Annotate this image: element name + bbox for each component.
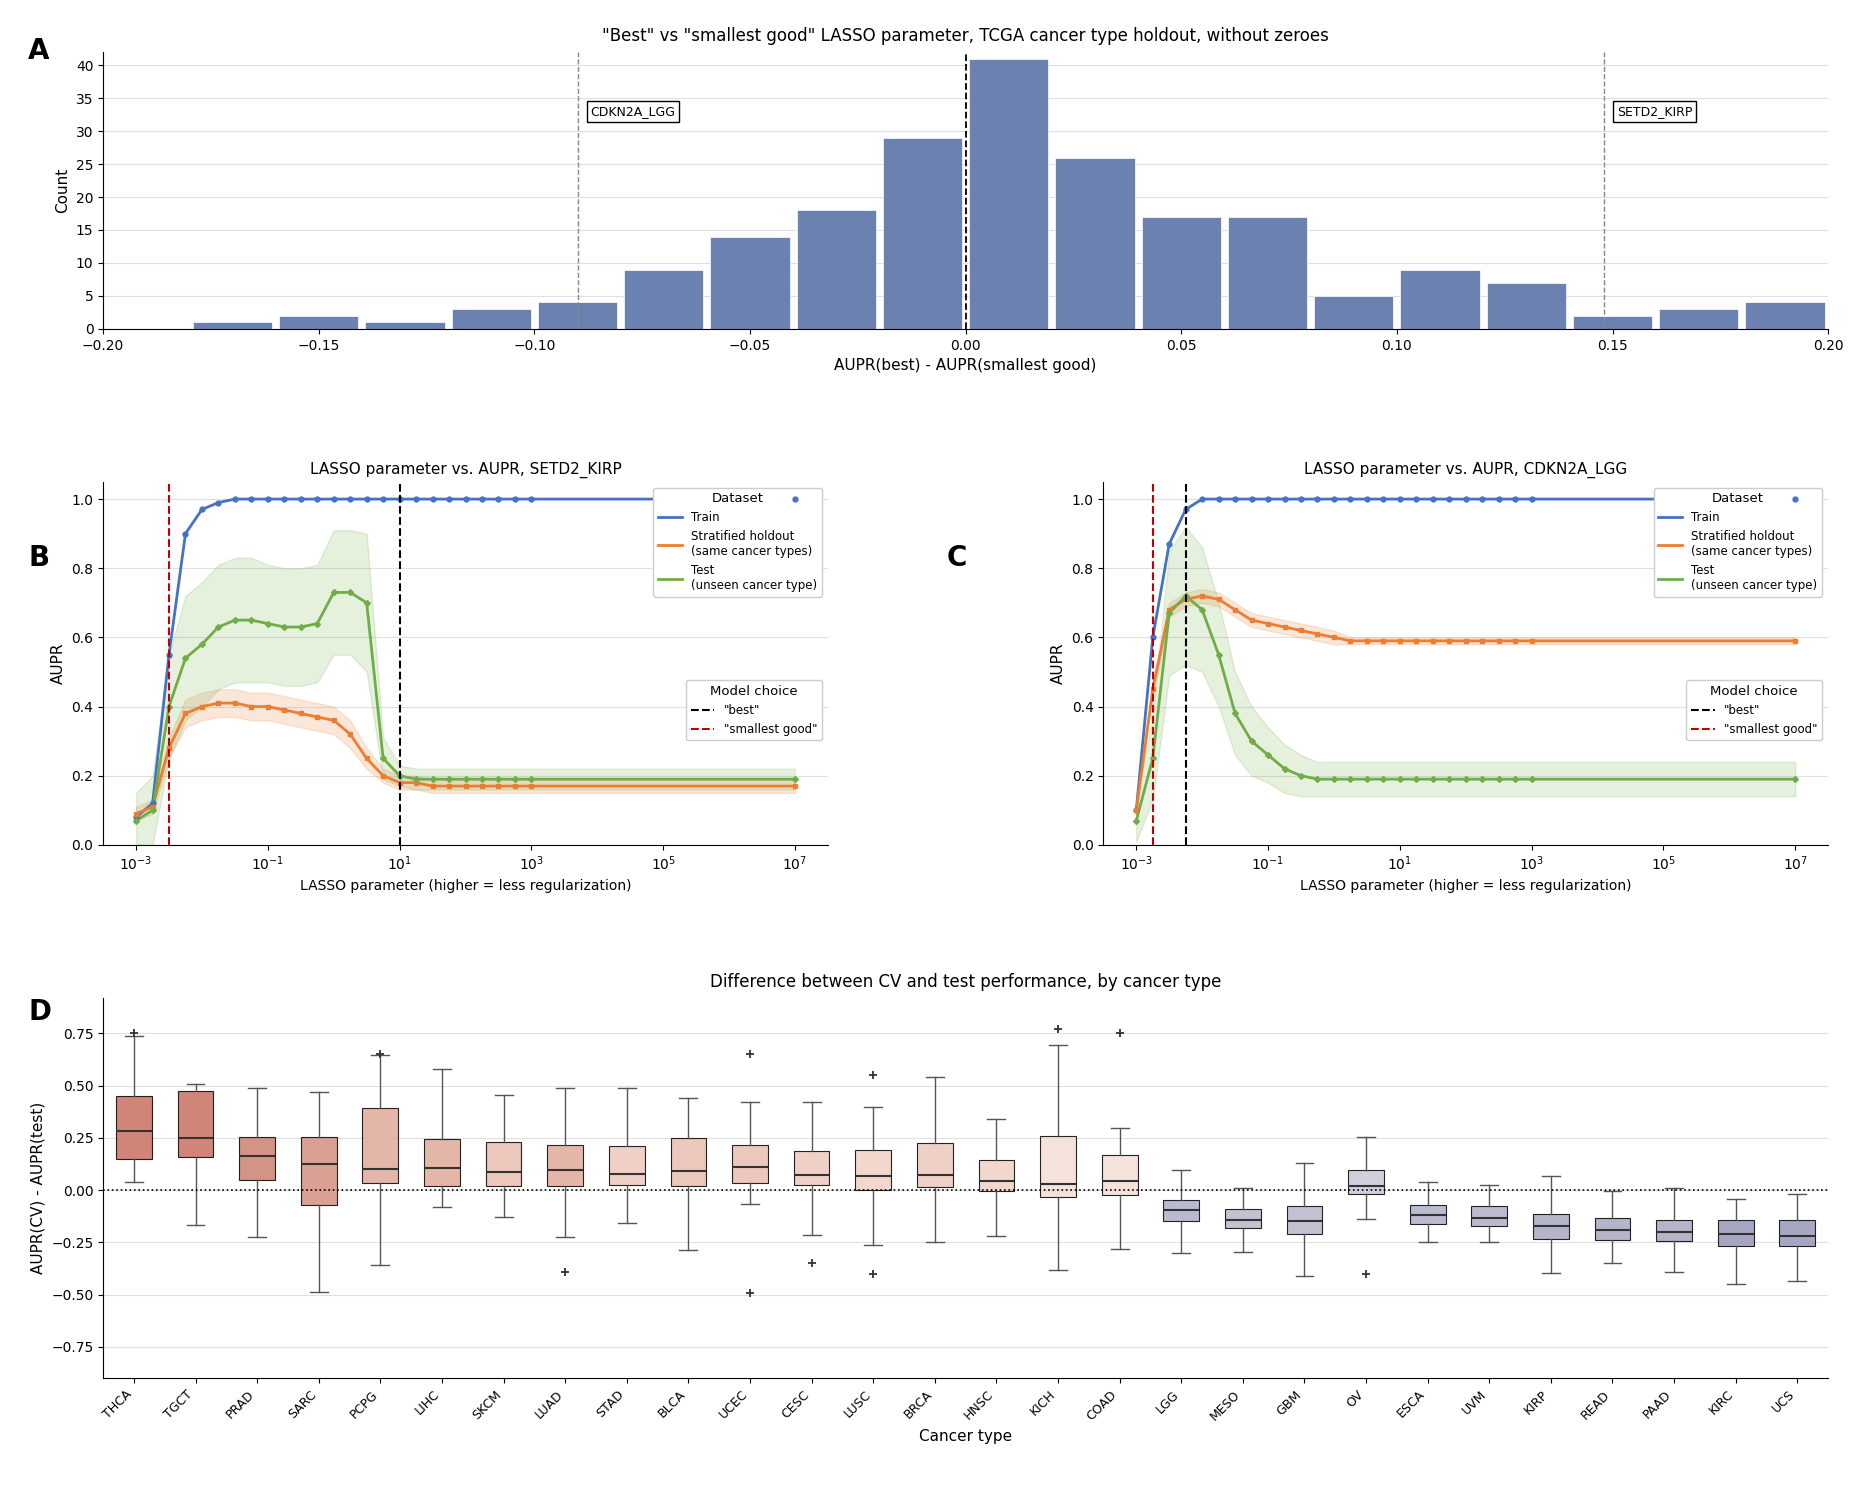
X-axis label: LASSO parameter (higher = less regularization): LASSO parameter (higher = less regulariz… bbox=[1299, 879, 1631, 893]
X-axis label: AUPR(best) - AUPR(smallest good): AUPR(best) - AUPR(smallest good) bbox=[834, 358, 1097, 372]
Y-axis label: AUPR: AUPR bbox=[1052, 642, 1067, 684]
Bar bbox=[452, 308, 531, 329]
Bar bbox=[538, 302, 617, 329]
Bar bbox=[624, 270, 703, 329]
PathPatch shape bbox=[362, 1109, 398, 1183]
PathPatch shape bbox=[1594, 1219, 1631, 1240]
Title: LASSO parameter vs. AUPR, SETD2_KIRP: LASSO parameter vs. AUPR, SETD2_KIRP bbox=[309, 462, 621, 478]
PathPatch shape bbox=[1348, 1170, 1384, 1193]
PathPatch shape bbox=[917, 1143, 952, 1188]
Bar bbox=[883, 137, 962, 329]
PathPatch shape bbox=[116, 1097, 152, 1159]
Y-axis label: Count: Count bbox=[54, 168, 69, 213]
Bar bbox=[1401, 270, 1479, 329]
Bar bbox=[279, 316, 358, 329]
PathPatch shape bbox=[1656, 1219, 1691, 1241]
PathPatch shape bbox=[1472, 1205, 1508, 1226]
X-axis label: Cancer type: Cancer type bbox=[919, 1429, 1013, 1444]
PathPatch shape bbox=[178, 1091, 214, 1158]
PathPatch shape bbox=[240, 1137, 276, 1180]
Bar bbox=[1056, 158, 1134, 329]
Bar bbox=[1142, 218, 1221, 329]
PathPatch shape bbox=[731, 1146, 769, 1183]
PathPatch shape bbox=[793, 1152, 829, 1185]
PathPatch shape bbox=[1718, 1220, 1753, 1246]
Text: CDKN2A_LGG: CDKN2A_LGG bbox=[591, 104, 675, 118]
Bar bbox=[711, 237, 789, 329]
PathPatch shape bbox=[548, 1144, 583, 1186]
Y-axis label: AUPR(CV) - AUPR(test): AUPR(CV) - AUPR(test) bbox=[30, 1103, 45, 1274]
PathPatch shape bbox=[300, 1137, 338, 1205]
PathPatch shape bbox=[979, 1161, 1014, 1191]
Legend: "best", "smallest good": "best", "smallest good" bbox=[1686, 679, 1822, 741]
Text: A: A bbox=[28, 37, 49, 66]
Text: C: C bbox=[947, 544, 968, 572]
PathPatch shape bbox=[855, 1150, 891, 1191]
Bar bbox=[1573, 316, 1652, 329]
Text: SETD2_KIRP: SETD2_KIRP bbox=[1616, 104, 1693, 118]
Bar bbox=[1746, 302, 1824, 329]
Bar bbox=[366, 322, 444, 329]
PathPatch shape bbox=[1779, 1220, 1815, 1246]
Bar bbox=[1228, 218, 1307, 329]
Y-axis label: AUPR: AUPR bbox=[51, 642, 66, 684]
PathPatch shape bbox=[1102, 1155, 1138, 1195]
Text: D: D bbox=[28, 998, 51, 1027]
X-axis label: LASSO parameter (higher = less regularization): LASSO parameter (higher = less regulariz… bbox=[300, 879, 632, 893]
PathPatch shape bbox=[1410, 1204, 1446, 1225]
PathPatch shape bbox=[1162, 1201, 1200, 1222]
Bar bbox=[193, 322, 272, 329]
Bar bbox=[969, 58, 1048, 329]
Bar bbox=[1659, 308, 1738, 329]
Bar bbox=[1487, 283, 1566, 329]
Bar bbox=[1314, 297, 1393, 329]
PathPatch shape bbox=[609, 1146, 645, 1185]
Title: LASSO parameter vs. AUPR, CDKN2A_LGG: LASSO parameter vs. AUPR, CDKN2A_LGG bbox=[1305, 462, 1628, 478]
PathPatch shape bbox=[1041, 1135, 1076, 1196]
PathPatch shape bbox=[486, 1141, 521, 1186]
Text: B: B bbox=[28, 544, 49, 572]
Title: Difference between CV and test performance, by cancer type: Difference between CV and test performan… bbox=[711, 973, 1221, 991]
PathPatch shape bbox=[1224, 1210, 1260, 1228]
PathPatch shape bbox=[1534, 1214, 1569, 1238]
Title: "Best" vs "smallest good" LASSO parameter, TCGA cancer type holdout, without zer: "Best" vs "smallest good" LASSO paramete… bbox=[602, 27, 1329, 45]
PathPatch shape bbox=[671, 1138, 707, 1186]
Legend: "best", "smallest good": "best", "smallest good" bbox=[686, 679, 821, 741]
Bar bbox=[797, 210, 876, 329]
PathPatch shape bbox=[424, 1138, 459, 1186]
PathPatch shape bbox=[1286, 1205, 1322, 1234]
